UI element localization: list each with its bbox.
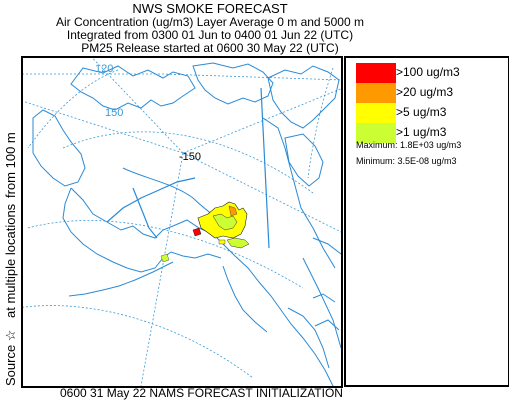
smoke-plume <box>160 201 250 263</box>
legend-label: >5 ug/m3 <box>396 105 447 119</box>
smoke-forecast-map: 120 150 -150 <box>21 56 343 388</box>
graticule <box>23 58 341 386</box>
legend-swatch <box>356 123 396 143</box>
legend-label: >1 ug/m3 <box>396 125 447 139</box>
source-label: Source ☆ <box>3 329 18 386</box>
longitude-label-120: 120 <box>95 63 113 75</box>
legend-label: >100 ug/m3 <box>396 65 460 79</box>
concentration-subtitle: Air Concentration (ug/m3) Layer Average … <box>56 15 364 29</box>
longitude-label-150: 150 <box>105 107 123 119</box>
legend-swatch <box>356 83 396 103</box>
legend-panel: >100 ug/m3 >20 ug/m3 >5 ug/m3 >1 ug/m3 M… <box>344 56 509 387</box>
alaska-map-svg: 120 150 -150 <box>23 58 341 386</box>
source-side-label: Source ☆ at multiple locations from 100 … <box>2 56 20 386</box>
borders-rivers <box>106 87 270 249</box>
forecast-initialization: 0600 31 May 22 NAMS FORECAST INITIALIZAT… <box>60 386 343 400</box>
legend-swatch <box>356 63 396 83</box>
minimum-value: Minimum: 3.5E-08 ug/m3 <box>356 156 457 166</box>
legend-swatch <box>356 103 396 123</box>
release-start: PM25 Release started at 0600 30 May 22 (… <box>81 41 339 55</box>
coastlines <box>32 62 341 386</box>
maximum-value: Maximum: 1.8E+03 ug/m3 <box>356 140 462 150</box>
longitude-label-neg150: -150 <box>179 151 201 163</box>
source-locations-label: at multiple locations <box>3 203 18 318</box>
legend-label: >20 ug/m3 <box>396 85 454 99</box>
integration-period: Integrated from 0300 01 Jun to 0400 01 J… <box>66 28 354 42</box>
source-height-label: from 100 m <box>3 132 18 198</box>
map-title: NWS SMOKE FORECAST <box>132 1 288 16</box>
